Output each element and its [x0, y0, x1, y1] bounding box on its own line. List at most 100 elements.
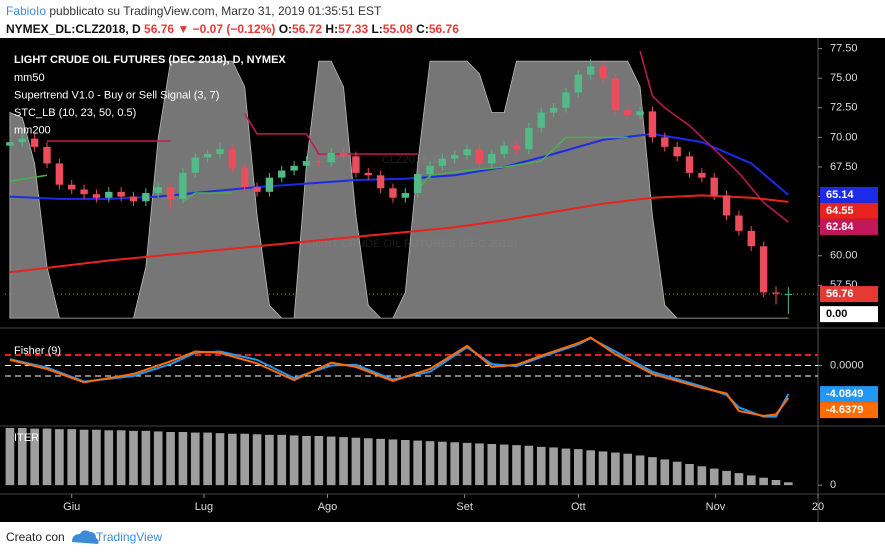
ohlc-key: O: [279, 22, 292, 36]
hist-bar [339, 437, 348, 486]
hist-bar [153, 431, 163, 486]
candle-body [451, 155, 459, 159]
x-tick-label: Lug [195, 501, 213, 513]
pane-title: Fisher (9) [14, 345, 61, 357]
y-tick-label: 67.50 [830, 161, 858, 173]
candle-body [624, 110, 632, 115]
candle-body [117, 191, 125, 197]
change: ▼ −0.07 (−0.12%) [177, 22, 275, 36]
candle-body [315, 161, 323, 163]
candle-body [302, 161, 311, 166]
hist-bar [240, 433, 250, 486]
hist-bar [203, 432, 212, 486]
y-tick-label: 75.00 [830, 72, 858, 84]
candle-body [352, 156, 360, 173]
value-badge-label: 65.14 [826, 189, 854, 201]
candle-body [92, 194, 101, 198]
legend-title: LIGHT CRUDE OIL FUTURES (DEC 2018), D, N… [14, 54, 286, 66]
value-badge-label: -4.0849 [826, 388, 863, 400]
candle-body [735, 215, 743, 231]
candle-body [179, 172, 187, 199]
candle-body [537, 112, 545, 128]
hist-bar [611, 452, 620, 486]
hist-bar [512, 445, 521, 486]
value-badge [820, 306, 878, 323]
x-tick-label: Ago [318, 501, 338, 513]
candle-body [648, 111, 657, 138]
value-badge-label: -4.6379 [826, 404, 863, 416]
x-tick-label: Ott [571, 501, 586, 513]
hist-bar [178, 432, 188, 486]
hist-bar [462, 442, 472, 486]
y-tick-label: 60.00 [830, 250, 858, 262]
value-badge [820, 286, 878, 303]
hist-bar [784, 482, 793, 486]
candle-body [142, 193, 150, 202]
candle-body [759, 246, 768, 293]
hist-bar [265, 434, 274, 486]
candle-body [166, 187, 175, 199]
candle-body [636, 111, 644, 115]
hist-bar [746, 475, 756, 486]
candle-body [549, 107, 558, 113]
candle-body [68, 184, 76, 190]
candle-body [389, 188, 397, 198]
hist-bar [771, 480, 781, 486]
hist-bar [351, 437, 361, 486]
hist-bar [92, 429, 101, 486]
supertrend-up [9, 136, 628, 202]
hist-bar [67, 429, 77, 486]
hist-bar [5, 428, 15, 486]
x-tick-label: Nov [706, 501, 726, 513]
hist-bar [42, 428, 52, 486]
ma-line [9, 194, 789, 274]
candle-body [599, 66, 607, 79]
hist-bar [166, 432, 175, 486]
hist-bar [215, 433, 225, 486]
hist-bar [549, 447, 558, 486]
hist-bar [116, 430, 126, 486]
fisher-line [9, 336, 790, 417]
hist-bar [623, 453, 633, 486]
value-badge-label: 64.55 [826, 205, 854, 217]
candle-body [290, 165, 298, 171]
hist-bar [55, 429, 64, 486]
hist-bar [734, 473, 744, 486]
hist-bar [573, 449, 583, 486]
logo [72, 530, 99, 544]
hist-bar [289, 435, 299, 486]
hist-bar [400, 440, 410, 486]
x-tick-label: 20 [812, 501, 824, 513]
candle-body [253, 187, 261, 192]
hist-bar [685, 464, 694, 486]
hist-bar [697, 466, 707, 486]
candle-body [240, 168, 249, 188]
y-tick-label: 70.00 [830, 131, 858, 143]
hist-bar [314, 436, 324, 486]
candle-body [327, 152, 335, 163]
hist-bar [660, 459, 670, 486]
hist-bar [722, 470, 731, 486]
hist-bar [79, 429, 89, 486]
ohlc-value: 55.08 [383, 22, 413, 36]
hist-bar [129, 430, 138, 486]
hist-bar [141, 430, 151, 486]
symbol: NYMEX_DL:CLZ2018, D [6, 22, 141, 36]
candle-body [747, 230, 755, 247]
candle-body [685, 156, 694, 173]
brand: TradingView [96, 530, 162, 544]
hist-bar [499, 444, 509, 486]
hist-bar [104, 430, 114, 486]
candle-body [80, 189, 88, 195]
value-badge [820, 186, 878, 203]
candle-body [55, 163, 64, 185]
hist-bar [363, 438, 373, 486]
y-tick-label: 0.0000 [830, 359, 864, 371]
y-tick-label: 77.50 [830, 43, 858, 55]
last-price: 56.76 [144, 22, 174, 36]
candle-body [401, 193, 410, 198]
hist-bar [252, 434, 262, 486]
value-badge [820, 402, 878, 419]
